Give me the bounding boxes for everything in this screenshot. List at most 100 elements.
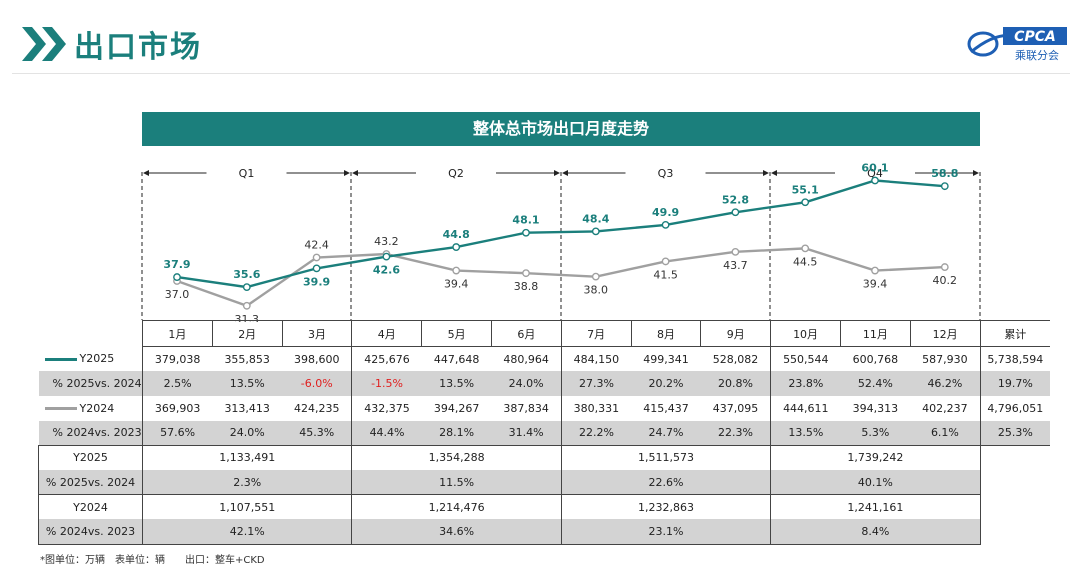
quarter-cell: 23.1% <box>560 519 771 545</box>
table-cell: 437,095 <box>712 401 759 415</box>
row-label-text: Y2024 <box>79 401 115 415</box>
data-label-Y2025: 60.1 <box>861 162 888 175</box>
table-row: % 2025vs. 2024 2.5% 13.5% -6.0% -1.5% 13.5% 24… <box>38 371 1051 396</box>
cum-cell: 4,796,051 <box>987 401 1044 415</box>
quarter-cell: 34.6% <box>351 519 562 545</box>
table-row: % 2025vs. 2024 2.3% 11.5% 22.6% 40.1% <box>38 469 1051 495</box>
footnote: *图单位：万辆 表单位：辆 出口：整车+CKD <box>40 555 265 566</box>
data-label-Y2025: 44.8 <box>443 228 470 241</box>
row-label: Y2025 <box>39 347 143 372</box>
table-cell: 28.1% <box>421 420 492 446</box>
quarter-cell: 2.3% <box>141 469 352 495</box>
table-cell: 432,375 <box>351 395 422 421</box>
data-label-Y2025: 42.6 <box>373 264 400 277</box>
quarter-label: Q4 <box>867 167 883 180</box>
legend-swatch <box>44 357 77 361</box>
table-row: % 2024vs. 2023 57.6% 24.0% 45.3% 44.4% 28.1% 3… <box>38 420 1051 446</box>
data-label-Y2024: 44.5 <box>793 255 818 268</box>
quarter-span-arrow <box>562 170 568 176</box>
table-cell: 550,544 <box>770 346 841 372</box>
line-chart: Q1 Q2 Q3 Q4 37.9 37.0 35.6 31.3 39.9 42.4 42.6 43.2… <box>141 162 981 322</box>
table-row: Y2024 369,903 313,413 424,235 432,375 394,267… <box>39 395 1051 421</box>
table-cell: 587,930 <box>910 346 981 372</box>
table-cell: 444,611 <box>770 395 841 421</box>
table-cell: 2.5% <box>142 371 213 396</box>
table-cell: 27.3% <box>560 371 632 396</box>
table-cell: 528,082 <box>712 352 759 366</box>
month-header: 2月 <box>211 320 283 347</box>
table-cell: 44.4% <box>351 420 422 446</box>
legend-swatch <box>44 407 77 411</box>
quarter-span-arrow <box>973 170 979 176</box>
cpca-logo: CPCA 乘联分会 <box>967 27 1067 62</box>
row-label: % 2025vs. 2024 <box>38 371 143 396</box>
quarter-cell: 22.6% <box>560 469 771 495</box>
month-header: 5月 <box>421 320 492 347</box>
month-header: 3月 <box>281 320 352 347</box>
data-label-Y2025: 39.9 <box>303 275 330 288</box>
table-cell: 52.4% <box>840 371 911 396</box>
table-cell: 499,341 <box>643 352 689 366</box>
cum-header: 累计 <box>980 320 1051 347</box>
table-row: % 2024vs. 2023 42.1% 34.6% 23.1% 8.4% <box>38 519 1051 545</box>
table-cell: 379,038 <box>142 346 213 372</box>
data-point-Y2024 <box>452 266 461 275</box>
table-cell: 22.3% <box>700 420 771 446</box>
month-header: 11月 <box>839 320 911 347</box>
data-point-Y2025 <box>731 208 740 217</box>
data-point-Y2024 <box>731 247 740 256</box>
data-point-Y2025 <box>522 228 530 237</box>
table-cell: 447,648 <box>433 352 480 366</box>
series-line-Y2024 <box>176 247 945 308</box>
cum-blank <box>980 445 1050 470</box>
month-header: 6月 <box>490 320 562 347</box>
quarter-label: Q2 <box>448 167 464 180</box>
data-label-Y2025: 48.4 <box>582 212 609 225</box>
table-cell: 425,676 <box>351 346 422 372</box>
row-label-text: % 2024vs. 2023 <box>52 426 142 440</box>
data-label-Y2024: 41.5 <box>653 268 678 281</box>
table-cell: 31.4% <box>491 420 562 446</box>
table-cell: 24.7% <box>631 420 701 446</box>
month-header: 1月 <box>142 320 213 347</box>
logo-subtext: 乘联分会 <box>1015 49 1059 62</box>
quarter-label: Q3 <box>658 167 674 180</box>
table-cell: 6.1% <box>910 420 981 446</box>
quarter-cell: 42.1% <box>141 519 352 545</box>
data-label-Y2024: 37.0 <box>165 288 190 301</box>
row-label-text: Y2025 <box>79 352 115 366</box>
data-label-Y2025: 52.8 <box>722 193 749 206</box>
row-label: Y2025 <box>38 444 143 470</box>
header-divider <box>12 73 1070 74</box>
quarter-span-arrow <box>763 170 769 176</box>
logo-text: CPCA <box>1014 29 1056 45</box>
quarter-cell: 8.4% <box>770 519 981 545</box>
table-cell: 22.2% <box>560 420 632 446</box>
row-label: % 2025vs. 2024 <box>38 469 143 495</box>
data-label-Y2024: 42.4 <box>304 239 329 252</box>
table-cell: 402,237 <box>910 395 981 421</box>
table-row: Y2024 1,107,551 1,214,476 1,232,863 1,241,16… <box>38 494 1051 520</box>
month-header: 12月 <box>909 320 981 347</box>
table-cell: 20.8% <box>700 371 771 396</box>
data-point-Y2025 <box>661 220 670 229</box>
row-label-text: % 2025vs. 2024 <box>52 377 142 391</box>
quarter-span-arrow <box>771 170 777 176</box>
table-cell: 398,600 <box>293 352 340 366</box>
table-cell: 600,768 <box>852 352 899 366</box>
data-point-Y2024 <box>522 269 530 278</box>
data-point-Y2025 <box>173 273 181 281</box>
quarter-span-arrow <box>352 170 358 176</box>
data-point-Y2025 <box>801 198 810 207</box>
data-point-Y2025 <box>382 252 391 261</box>
chart-title-banner: 整体总市场出口月度走势 <box>142 112 980 146</box>
table-cell: 13.5% <box>212 371 283 396</box>
header-blank <box>39 321 143 347</box>
cum-cell: 25.3% <box>980 420 1051 446</box>
quarter-cell: 1,354,288 <box>351 444 562 470</box>
page-header: 出口市场 CPCA 乘联分会 <box>0 0 1080 74</box>
quarter-cell: 1,241,161 <box>770 494 981 520</box>
month-header: 8月 <box>630 320 701 347</box>
table-cell: 369,903 <box>142 395 213 421</box>
table-cell: 355,853 <box>224 352 270 366</box>
